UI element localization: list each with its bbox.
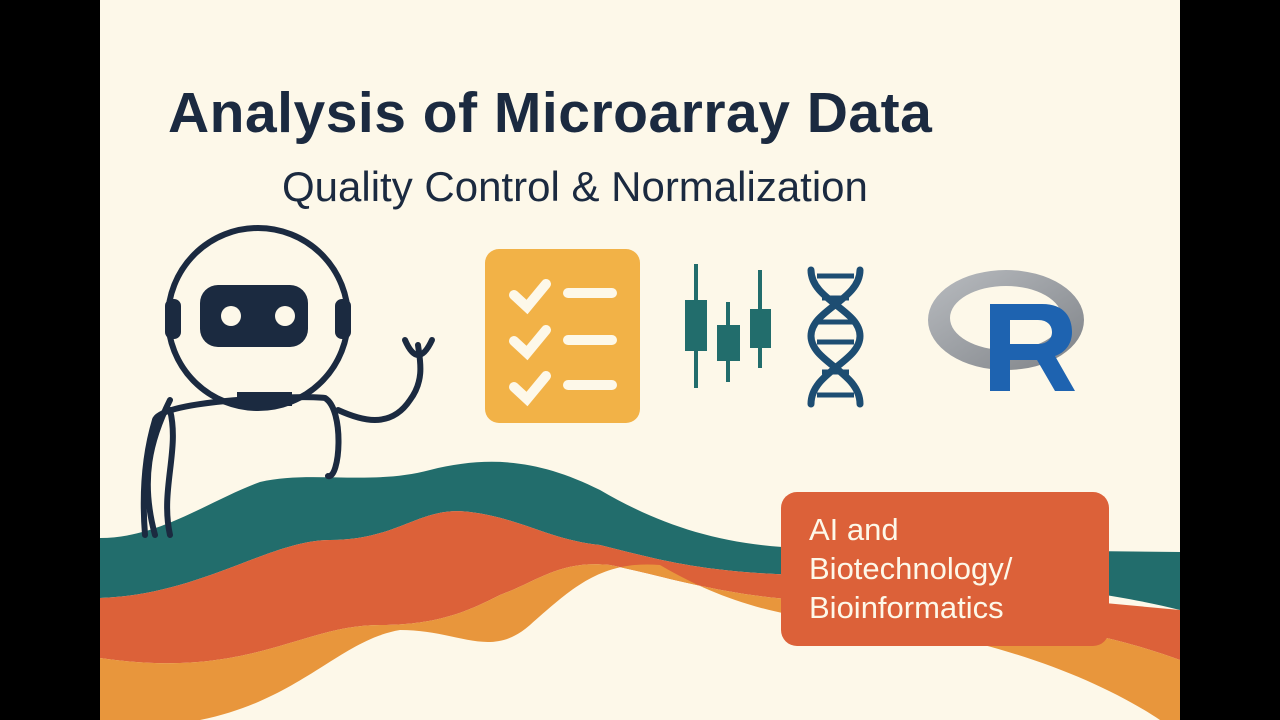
thumbnail-canvas: Analysis of Microarray Data Quality Cont…	[100, 0, 1180, 720]
badge-line-3: Bioinformatics	[809, 590, 1004, 625]
dna-icon	[807, 266, 864, 408]
badge-line-1: AI and	[809, 512, 899, 547]
badge-line-2: Biotechnology/	[809, 551, 1013, 586]
page-title: Analysis of Microarray Data	[168, 81, 933, 145]
boxplot-icon	[685, 264, 771, 388]
badge-text: AI and Biotechnology/ Bioinformatics	[809, 510, 1012, 627]
robot-icon	[140, 225, 435, 538]
checklist-icon	[485, 249, 640, 423]
category-badge: AI and Biotechnology/ Bioinformatics	[781, 492, 1109, 646]
r-logo-icon	[928, 270, 1084, 391]
page-subtitle: Quality Control & Normalization	[282, 163, 868, 210]
